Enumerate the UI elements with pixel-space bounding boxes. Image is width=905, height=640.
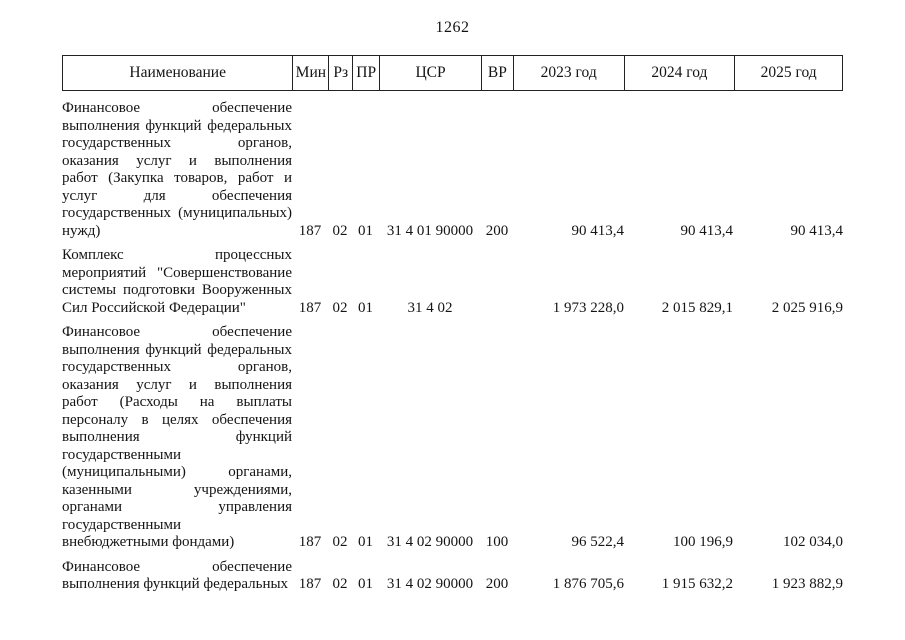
name-line: оказания услуг и выполнения <box>62 376 292 393</box>
min-cell: 187 <box>298 534 322 550</box>
y2024-cell: 1 915 632,2 <box>661 576 733 592</box>
column-header-y2025: 2025 год <box>734 56 842 90</box>
name-line: выполнения функций федеральных <box>62 341 292 358</box>
column-header-vr: ВР <box>480 56 513 90</box>
name-line: государственных органов, <box>62 359 292 375</box>
name-cell: Комплекс процессных мероприятий "Совершен… <box>62 247 292 317</box>
name-line: государственными <box>62 446 181 463</box>
column-header-min: Мин <box>292 56 328 90</box>
table-row: Комплекс процессных мероприятий "Совершен… <box>62 247 843 317</box>
y2023-cell: 1 876 705,6 <box>552 576 624 592</box>
name-line: Комплекс процессных <box>62 247 292 263</box>
name-line: государственных (муниципальных) <box>62 205 292 221</box>
name-line: выполнения функций <box>62 429 292 445</box>
y2024-cell: 2 015 829,1 <box>661 299 733 316</box>
min-cell: 187 <box>298 576 322 592</box>
name-line: Сил Российской Федерации" <box>62 299 246 316</box>
vr-cell: 100 <box>485 534 509 550</box>
rz-cell: 02 <box>332 222 348 239</box>
name-line: казенными учреждениями, <box>62 481 292 498</box>
name-cell: Финансовое обеспечение выполнения функций… <box>62 100 292 240</box>
column-header-y2023: 2023 год <box>512 56 624 90</box>
column-header-name: Наименование <box>129 64 226 81</box>
name-line: системы подготовки Вооруженных <box>62 282 292 298</box>
name-line: выполнения функций федеральных <box>62 117 292 134</box>
y2025-cell: 102 034,0 <box>783 534 843 550</box>
y2023-cell: 1 973 228,0 <box>552 299 624 316</box>
pr-cell: 01 <box>358 222 373 239</box>
table-row: Финансовое обеспечение выполнения функций… <box>62 100 843 240</box>
name-line: работ (Закупка товаров, работ и <box>62 170 292 186</box>
rz-cell: 02 <box>332 299 348 316</box>
csr-cell: 31 4 01 90000 <box>386 222 474 239</box>
vr-cell: 200 <box>485 576 509 592</box>
name-line: (муниципальными) органами, <box>62 464 292 480</box>
rz-cell: 02 <box>332 576 348 592</box>
rz-cell: 02 <box>332 534 348 550</box>
y2025-cell: 90 413,4 <box>790 222 844 239</box>
vr-cell: 200 <box>485 222 509 239</box>
name-cell: Финансовое обеспечение выполнения функций… <box>62 559 292 594</box>
pr-cell: 01 <box>358 576 373 592</box>
csr-cell: 31 4 02 90000 <box>386 534 474 550</box>
csr-cell: 31 4 02 <box>407 299 453 316</box>
table-row: Финансовое обеспечение выполнения функций… <box>62 324 843 552</box>
name-line: Финансовое обеспечение <box>62 324 292 340</box>
name-line: внебюджетными фондами) <box>62 534 235 550</box>
name-line: услуг для обеспечения <box>62 187 292 204</box>
name-line: государственных органов, <box>62 135 292 151</box>
name-line: Финансовое обеспечение <box>62 558 292 575</box>
column-header-pr: ПР <box>352 56 379 90</box>
page-number: 1262 <box>435 19 470 36</box>
y2024-cell: 100 196,9 <box>673 534 733 550</box>
budget-table: Наименование Мин Рз ПР ЦСР ВР 2023 год 2024 год… <box>62 55 843 594</box>
name-line: персоналу в целях обеспечения <box>62 411 292 428</box>
pr-cell: 01 <box>358 299 373 316</box>
min-cell: 187 <box>298 222 322 239</box>
name-line: работ (Расходы на выплаты <box>62 394 292 410</box>
column-header-y2024: 2024 год <box>623 56 735 90</box>
column-header-csr: ЦСР <box>379 56 481 90</box>
y2025-cell: 1 923 882,9 <box>771 576 843 592</box>
name-line: государственными <box>62 516 181 533</box>
y2024-cell: 90 413,4 <box>680 222 734 239</box>
y2023-cell: 90 413,4 <box>571 222 625 239</box>
table-header-row: Наименование Мин Рз ПР ЦСР ВР 2023 год 2024 год… <box>62 55 843 91</box>
min-cell: 187 <box>298 299 322 316</box>
pr-cell: 01 <box>358 534 373 550</box>
name-line: Финансовое обеспечение <box>62 100 292 116</box>
y2025-cell: 2 025 916,9 <box>771 299 843 316</box>
name-line: выполнения функций федеральных <box>62 576 289 592</box>
table-body: Финансовое обеспечение выполнения функций… <box>62 100 843 594</box>
table-row: Финансовое обеспечение выполнения функций… <box>62 559 843 594</box>
name-cell: Финансовое обеспечение выполнения функций… <box>62 324 292 552</box>
name-line: органами управления <box>62 499 292 515</box>
y2023-cell: 96 522,4 <box>571 534 625 550</box>
name-line: нужд) <box>62 222 101 239</box>
csr-cell: 31 4 02 90000 <box>386 576 474 592</box>
name-line: оказания услуг и выполнения <box>62 152 292 169</box>
column-header-rz: Рз <box>328 56 352 90</box>
name-line: мероприятий "Совершенствование <box>62 264 292 281</box>
